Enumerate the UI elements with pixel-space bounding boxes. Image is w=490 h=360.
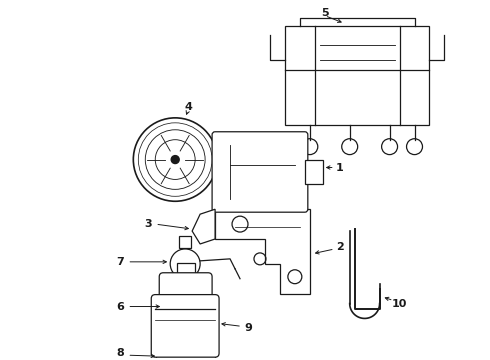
Text: 8: 8: [117, 348, 124, 358]
Circle shape: [171, 156, 179, 163]
Text: 1: 1: [336, 162, 343, 172]
Text: 3: 3: [145, 219, 152, 229]
Text: 6: 6: [117, 302, 124, 311]
Bar: [305, 159, 323, 184]
Bar: [285, 26, 429, 125]
Bar: [179, 236, 191, 248]
Text: 2: 2: [336, 242, 343, 252]
Text: 10: 10: [392, 298, 407, 309]
Polygon shape: [192, 209, 215, 244]
Text: 5: 5: [321, 8, 329, 18]
FancyBboxPatch shape: [159, 273, 212, 352]
FancyBboxPatch shape: [212, 132, 308, 212]
Circle shape: [165, 150, 185, 170]
Text: 9: 9: [244, 323, 252, 333]
Bar: [177, 263, 195, 277]
Text: 7: 7: [117, 257, 124, 267]
FancyBboxPatch shape: [156, 346, 215, 360]
Polygon shape: [215, 209, 310, 294]
Text: 4: 4: [184, 102, 192, 112]
FancyBboxPatch shape: [151, 294, 219, 357]
